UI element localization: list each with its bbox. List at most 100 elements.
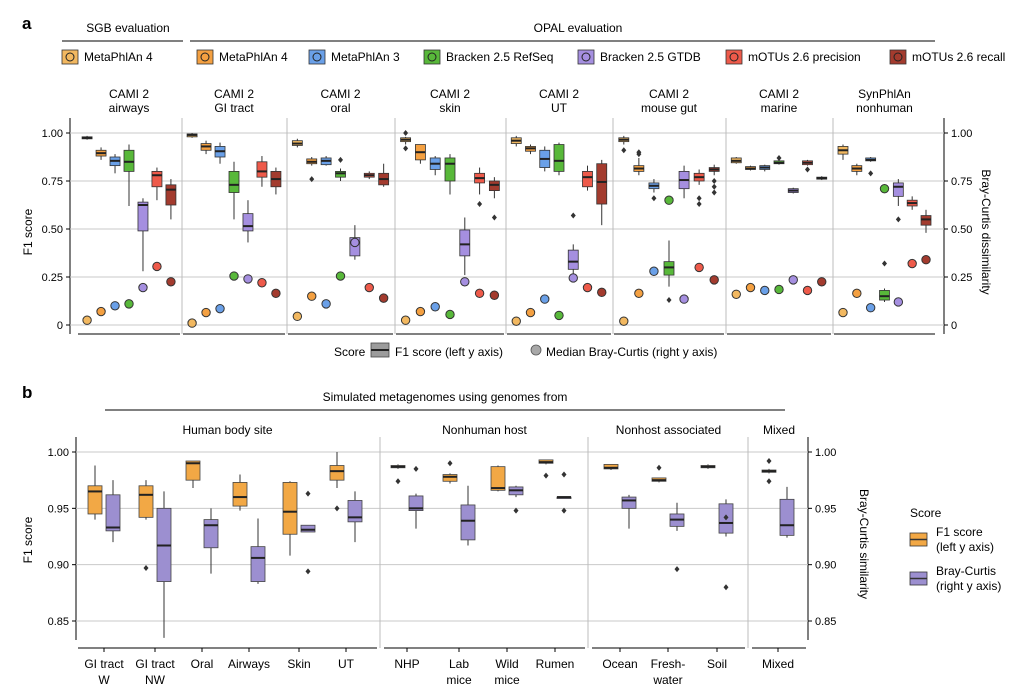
panel-a-label: a [22,14,32,33]
legend-label-0: MetaPhlAn 4 [84,50,153,64]
box [242,213,254,232]
legend-b-bc-line1: Bray-Curtis [936,564,996,578]
bray-curtis-point [82,315,92,325]
bray-curtis-point [400,315,411,325]
bray-curtis-point [597,287,607,298]
legend-swatch-dot-3 [427,52,437,62]
bray-curtis-point [321,299,331,309]
bray-curtis-outlier [561,471,567,478]
outlier-point [696,195,702,202]
bray-curtis-point [187,318,197,328]
dataset-title-line1: CAMI 2 [759,87,799,101]
panel-b-label: b [22,383,32,402]
bray-curtis-box [408,495,424,511]
panel-b-y-label-left: F1 score [21,516,35,563]
panel-a-y-label-left: F1 score [21,208,35,255]
outlier-point [621,147,627,154]
f1-box [603,463,619,470]
bray-curtis-box [460,504,476,541]
f1-outlier [543,472,549,479]
bray-curtis-box [105,494,121,532]
box [596,163,608,205]
f1-box [329,465,345,481]
bray-curtis-point [568,273,578,283]
bray-curtis-point [152,261,162,272]
legend-methods: MetaPhlAn 4 MetaPhlAn 4 MetaPhlAn 3 Bracken… [61,49,1005,65]
outlier-point [895,216,901,223]
group-title: Nonhuman host [442,423,527,437]
legend-swatch-dot-1 [200,52,210,62]
bray-curtis-point [166,277,176,287]
outlier-point [491,214,497,221]
bray-curtis-outlier [723,514,729,521]
x-label-line1: UT [338,657,355,671]
bray-curtis-point [709,275,719,285]
bray-curtis-point [445,309,455,320]
sgb-header: SGB evaluation [86,21,169,35]
bray-curtis-point [731,289,741,299]
bray-curtis-point [110,301,120,311]
outlier-point [570,212,576,219]
tick-b-label-right: 0.85 [815,616,836,628]
legend-label-5: mOTUs 2.6 precision [748,50,861,64]
x-label-line1: GI tract [135,657,175,671]
f1-outlier [447,460,453,467]
bray-curtis-point [540,294,550,304]
legend-label-6: mOTUs 2.6 recall [912,50,1005,64]
f1-outlier [766,458,772,465]
bray-curtis-point [292,311,303,322]
x-label-line2: NW [145,673,166,687]
box [165,184,177,206]
bray-curtis-point [865,303,876,313]
dataset-title-line1: CAMI 2 [109,87,149,101]
legend-swatch-dot-0 [65,52,75,62]
tick-label-left: 0.25 [42,272,63,284]
x-label-line1: Fresh- [651,657,686,671]
bray-curtis-point [582,282,593,293]
box [256,161,268,178]
box [553,144,565,172]
bray-curtis-point [243,274,253,284]
bray-curtis-point [350,237,360,248]
f1-box [138,485,154,518]
bray-curtis-box [347,500,363,523]
bray-curtis-point [852,288,862,299]
x-label-line1: NHP [394,657,419,671]
f1-box [442,474,458,482]
f1-outlier [334,505,340,512]
bray-curtis-point [511,316,521,326]
bray-curtis-point [489,290,500,300]
outlier-point [711,189,717,196]
legend-swatch-dot-5 [729,52,739,62]
box [567,249,579,270]
f1-box [232,482,248,507]
f1-outlier [143,565,149,572]
f1-box [490,466,506,491]
dataset-title-line2: UT [551,101,568,115]
tick-b-label-right: 1.00 [815,447,836,459]
bray-curtis-point [907,258,917,269]
bray-curtis-point [554,310,564,321]
bray-curtis-point [679,294,689,304]
bray-curtis-point [271,288,281,299]
outlier-point [636,149,642,156]
box [228,170,240,193]
bray-curtis-point [215,303,225,314]
group-title: Nonhost associated [616,423,721,437]
box [582,170,593,188]
outlier-point [882,260,887,267]
bray-curtis-point [229,271,239,281]
tick-label-right: 1.00 [951,128,972,140]
bray-curtis-point [364,282,374,293]
dataset-title-line1: CAMI 2 [539,87,579,101]
bray-curtis-point [817,277,827,287]
legend-label-2: MetaPhlAn 3 [331,50,400,64]
x-label-line1: Mixed [762,657,794,671]
bray-curtis-outlier [305,568,311,575]
sim-header: Simulated metagenomes using genomes from [323,390,568,404]
bray-curtis-outlier [513,507,519,514]
legend-label-4: Bracken 2.5 GTDB [600,50,701,64]
bray-curtis-point [138,282,148,293]
tick-b-label-right: 0.95 [815,503,836,515]
dataset-title-line2: mouse gut [641,101,698,115]
